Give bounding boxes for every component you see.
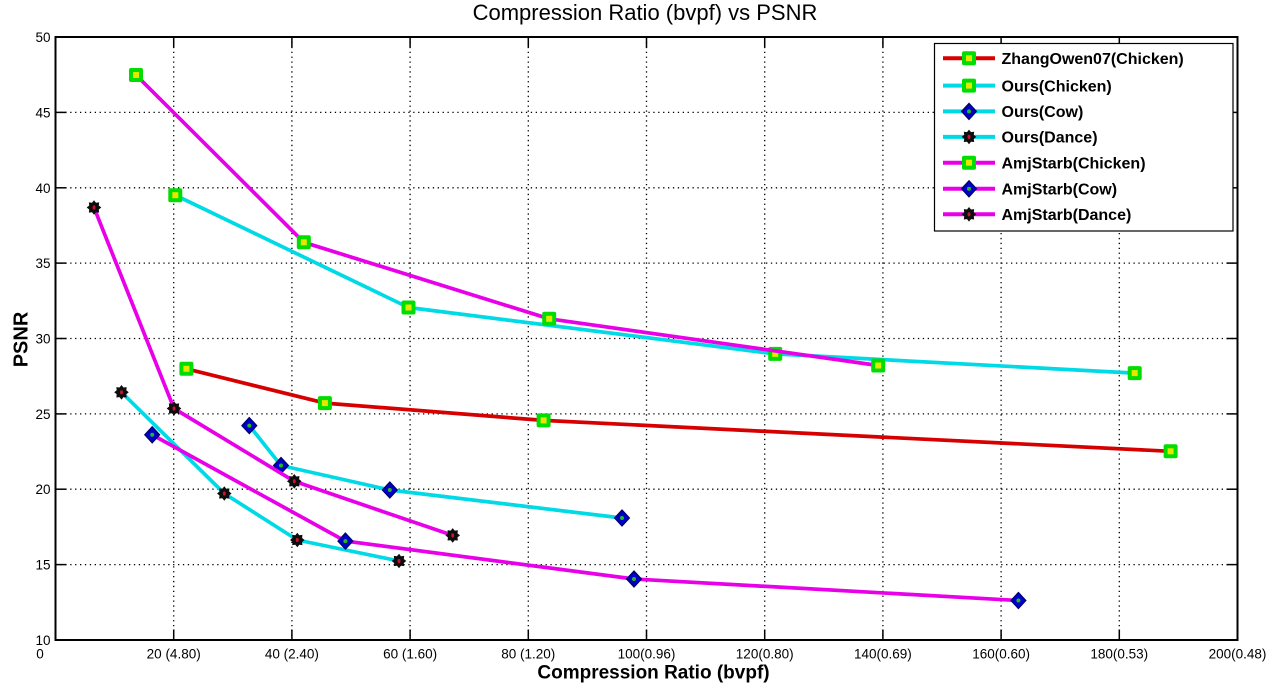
svg-text:AmjStarb(Cow): AmjStarb(Cow) — [1002, 182, 1118, 199]
svg-text:20 (4.80): 20 (4.80) — [147, 647, 201, 662]
svg-text:Ours(Dance): Ours(Dance) — [1002, 130, 1098, 147]
svg-text:100(0.96): 100(0.96) — [618, 647, 676, 662]
svg-text:50: 50 — [35, 30, 50, 45]
svg-text:40: 40 — [35, 181, 50, 196]
svg-text:AmjStarb(Chicken): AmjStarb(Chicken) — [1002, 155, 1146, 172]
svg-text:AmjStarb(Dance): AmjStarb(Dance) — [1002, 207, 1132, 224]
svg-text:10: 10 — [35, 633, 50, 648]
svg-text:140(0.69): 140(0.69) — [854, 647, 912, 662]
svg-text:ZhangOwen07(Chicken): ZhangOwen07(Chicken) — [1002, 51, 1184, 68]
svg-text:15: 15 — [35, 558, 50, 573]
svg-text:20: 20 — [35, 482, 50, 497]
svg-text:Ours(Cow): Ours(Cow) — [1002, 104, 1084, 121]
svg-text:Compression Ratio (bvpf) vs PS: Compression Ratio (bvpf) vs PSNR — [473, 0, 818, 25]
svg-text:180(0.53): 180(0.53) — [1090, 647, 1148, 662]
svg-text:45: 45 — [35, 105, 50, 120]
svg-text:Compression Ratio (bvpf): Compression Ratio (bvpf) — [537, 663, 769, 684]
svg-text:40 (2.40): 40 (2.40) — [265, 647, 319, 662]
svg-text:30: 30 — [35, 332, 50, 347]
svg-text:25: 25 — [35, 407, 50, 422]
svg-text:120(0.80): 120(0.80) — [736, 647, 794, 662]
svg-text:35: 35 — [35, 256, 50, 271]
svg-text:0: 0 — [36, 647, 44, 662]
svg-text:Ours(Chicken): Ours(Chicken) — [1002, 78, 1112, 95]
svg-text:80 (1.20): 80 (1.20) — [501, 647, 555, 662]
svg-text:PSNR: PSNR — [11, 311, 33, 367]
svg-text:60 (1.60): 60 (1.60) — [383, 647, 437, 662]
svg-text:200(0.48): 200(0.48) — [1209, 647, 1267, 662]
svg-text:160(0.60): 160(0.60) — [972, 647, 1030, 662]
